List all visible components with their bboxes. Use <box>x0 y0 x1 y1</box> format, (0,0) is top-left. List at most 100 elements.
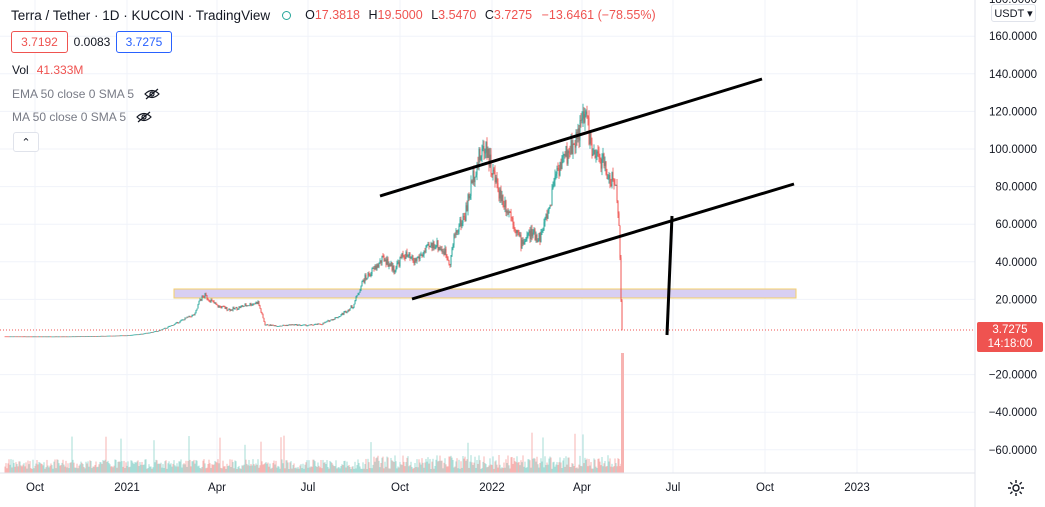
volume-bar <box>248 459 250 473</box>
volume-bar <box>476 460 478 473</box>
candle-body <box>611 172 613 187</box>
candle-body <box>524 240 526 242</box>
candle-body <box>131 334 133 336</box>
candle-body <box>182 319 184 321</box>
candle-body <box>399 257 401 267</box>
price-axis[interactable]: 160.0000 140.0000 120.0000 100.0000 80.0000 6… <box>989 0 1037 457</box>
volume-bar <box>21 466 23 473</box>
volume-bar <box>370 442 372 473</box>
candle-body <box>211 299 213 301</box>
candle-body <box>414 258 416 264</box>
volume-bar <box>446 466 448 473</box>
volume-bar <box>242 465 244 473</box>
candle-body <box>322 322 324 325</box>
candle-body <box>607 178 609 180</box>
ema-indicator-legend[interactable]: EMA 50 close 0 SMA 5 <box>12 87 160 101</box>
volume-bar <box>497 467 499 473</box>
candle-body <box>74 336 76 338</box>
time-axis[interactable]: Oct 2021 Apr Jul Oct 2022 Apr Jul Oct 2023 <box>26 482 870 494</box>
candle-body <box>16 336 18 338</box>
volume-bar <box>50 463 52 473</box>
volume-bar <box>214 460 216 473</box>
candle-body <box>117 335 119 337</box>
support-zone[interactable] <box>173 288 797 299</box>
volume-bar <box>37 464 39 473</box>
volume-bar <box>396 468 398 473</box>
candle-body <box>233 307 235 309</box>
volume-bar <box>420 464 422 473</box>
collapse-legend-button[interactable]: ⌃ <box>13 132 39 152</box>
candle-body <box>317 323 319 325</box>
candle-body <box>4 336 6 338</box>
volume-bar <box>615 463 617 473</box>
candle-body <box>541 230 543 232</box>
volume-indicator-legend[interactable]: Vol 41.333M <box>12 63 83 77</box>
candle-body <box>499 189 501 199</box>
volume-bar <box>71 436 73 473</box>
volume-bar <box>530 467 532 473</box>
volume-bar <box>392 461 394 473</box>
candle-body <box>276 326 278 327</box>
candle-body <box>325 321 327 323</box>
candle-body <box>442 251 444 253</box>
volume-bar <box>204 463 206 473</box>
candle-body <box>121 335 123 337</box>
candle-body <box>43 336 45 338</box>
candle-body <box>544 218 546 223</box>
candle-body <box>71 336 73 338</box>
candle-body <box>407 255 409 257</box>
eye-crossed-icon[interactable] <box>136 111 152 123</box>
candle-body <box>68 336 70 338</box>
candle-body <box>128 335 130 336</box>
candle-body <box>143 333 145 335</box>
lower-trend-line[interactable] <box>411 182 795 301</box>
candle-body <box>78 336 80 338</box>
candle-body <box>203 296 205 298</box>
candle-body <box>23 336 25 338</box>
candle-body <box>154 331 156 333</box>
candle-body <box>230 309 232 311</box>
volume-bar <box>31 468 33 473</box>
candle-body <box>457 231 459 233</box>
volume-bar <box>210 467 212 473</box>
volume-bar <box>70 462 72 473</box>
volume-bar <box>377 455 379 473</box>
buy-price-button[interactable]: 3.7275 <box>116 31 172 53</box>
candle-body <box>492 169 494 175</box>
price-tick-label: −60.0000 <box>989 445 1037 457</box>
candle-body <box>215 303 217 305</box>
candle-body <box>303 324 305 326</box>
candle-body <box>114 335 116 337</box>
volume-bar <box>155 459 157 473</box>
chart-grid <box>0 0 975 473</box>
volume-bar <box>409 465 411 473</box>
candle-body <box>127 335 129 336</box>
candle-body <box>621 300 623 331</box>
candle-body <box>476 163 478 175</box>
upper-trend-line[interactable] <box>379 77 763 198</box>
candle-body <box>47 336 49 338</box>
candle-body <box>550 205 552 207</box>
volume-bar <box>495 460 497 473</box>
volume-bar <box>424 462 426 473</box>
volume-bar <box>610 466 612 473</box>
currency-select[interactable]: USDT ▾ <box>991 4 1036 22</box>
sell-price-button[interactable]: 3.7192 <box>11 31 68 53</box>
breakdown-trend-line[interactable] <box>665 215 674 336</box>
volume-bar <box>94 465 96 473</box>
volume-bar <box>571 463 573 473</box>
ma-indicator-legend[interactable]: MA 50 close 0 SMA 5 <box>12 110 152 124</box>
eye-crossed-icon[interactable] <box>144 88 160 100</box>
volume-bar <box>97 466 99 473</box>
volume-bar <box>173 460 175 473</box>
candle-body <box>228 308 230 310</box>
volume-bar <box>614 458 616 473</box>
price-tick-label: 140.0000 <box>989 69 1037 81</box>
volume-bar <box>240 468 242 473</box>
gear-icon[interactable] <box>1006 478 1026 498</box>
candle-body <box>341 313 343 315</box>
volume-bar <box>295 467 297 473</box>
symbol-title[interactable]: Terra / Tether · 1D · KUCOIN · TradingVi… <box>11 7 271 23</box>
volume-bar <box>574 433 576 473</box>
